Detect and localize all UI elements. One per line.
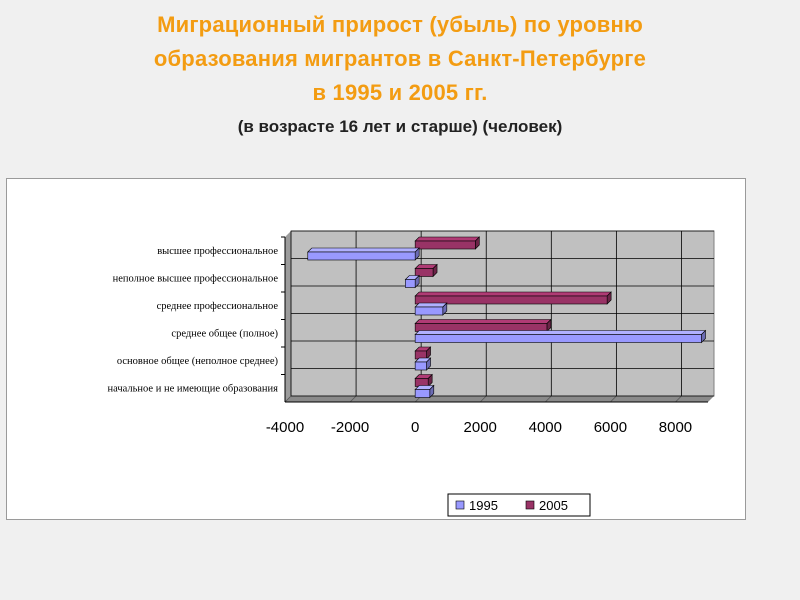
bar	[405, 279, 416, 288]
subtitle: (в возрасте 16 лет и старше) (человек)	[237, 117, 563, 136]
gridline-floor	[610, 395, 617, 403]
gridline-floor	[284, 395, 292, 403]
legend-swatch	[525, 500, 535, 510]
bar	[414, 306, 444, 316]
bar-top-face	[414, 319, 552, 324]
x-tick-label: 2000	[464, 419, 497, 436]
category-label: начальное и не имеющие образования	[108, 383, 279, 394]
x-tick-label: 8000	[659, 419, 692, 436]
gridline-floor	[479, 395, 487, 403]
bar	[414, 268, 434, 277]
bar	[414, 295, 608, 305]
x-tick-label: -2000	[331, 419, 369, 436]
x-tick-label: 4000	[529, 419, 562, 436]
bar	[307, 251, 416, 261]
bar	[414, 361, 427, 371]
bar	[414, 334, 702, 343]
bar	[414, 240, 476, 250]
x-tick-label: 6000	[594, 419, 627, 436]
gridline-floor	[675, 395, 682, 403]
bar	[414, 389, 431, 398]
bar-top-face	[414, 236, 481, 242]
category-label: среднее профессиональное	[157, 301, 279, 312]
gridline-floor	[349, 395, 357, 403]
category-label: среднее общее (полное)	[171, 328, 278, 339]
bar-top-face	[307, 247, 420, 253]
legend-label: 1995	[469, 498, 498, 513]
x-tick-label: -4000	[266, 419, 304, 436]
category-label: основное общее (неполное среднее)	[117, 356, 279, 367]
bar-top-face	[414, 291, 612, 297]
title-block: Миграционный прирост (убыль) по уровню о…	[0, 8, 800, 140]
legend-swatch	[455, 500, 465, 510]
category-label: неполное высшее профессиональное	[113, 273, 279, 284]
title-line-3: в 1995 и 2005 гг.	[312, 80, 488, 105]
x-tick-label: 0	[411, 419, 419, 436]
category-label: высшее профессиональное	[157, 246, 278, 257]
bar-top-face	[414, 330, 707, 335]
gridline-floor	[545, 395, 552, 403]
title-line-1: Миграционный прирост (убыль) по уровню	[157, 12, 643, 37]
plot-side-wall	[285, 231, 291, 402]
title-line-2: образования мигрантов в Санкт-Петербурге	[153, 46, 647, 71]
legend-label: 2005	[539, 498, 568, 513]
bar-top-face	[414, 302, 448, 308]
legend-box	[447, 493, 591, 517]
plot-floor	[285, 396, 714, 402]
